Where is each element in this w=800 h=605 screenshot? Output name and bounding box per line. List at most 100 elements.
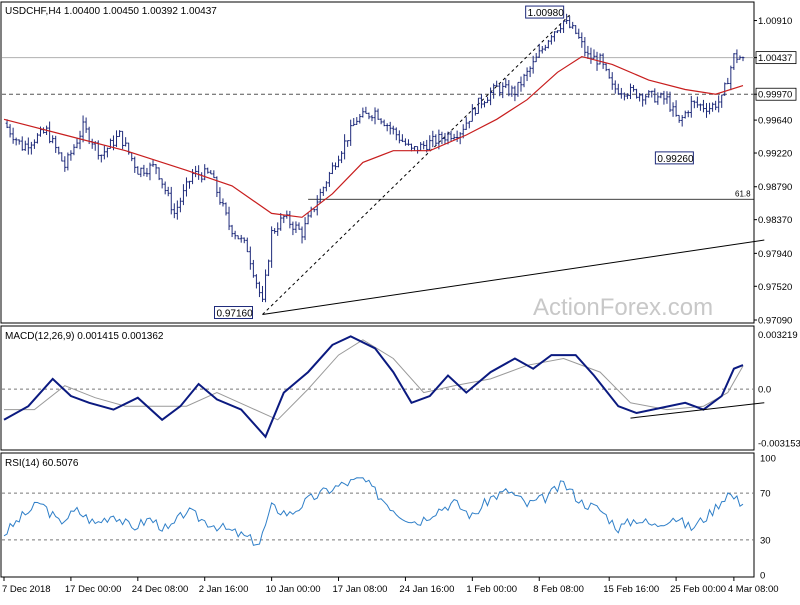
- price-bar: [440, 131, 444, 145]
- price-bar: [14, 137, 18, 146]
- price-bar: [680, 115, 684, 127]
- time-axis-label: 15 Feb 16:00: [603, 584, 659, 595]
- price-bar: [677, 114, 681, 123]
- price-bar: [410, 143, 413, 152]
- price-bar: [346, 140, 350, 147]
- price-bar: [683, 110, 687, 119]
- price-bar: [437, 129, 441, 150]
- rsi-axis-label: 100: [760, 454, 776, 465]
- price-annotation: 0.97160: [213, 306, 253, 320]
- price-bar: [674, 100, 678, 117]
- trendline-solid: [262, 239, 765, 316]
- price-bar: [604, 63, 608, 72]
- price-annotation: 1.00980: [525, 5, 564, 19]
- price-bar: [294, 221, 298, 233]
- price-bar: [534, 52, 538, 63]
- price-bar: [455, 130, 459, 142]
- price-bar: [273, 228, 277, 234]
- price-bar: [33, 139, 36, 149]
- price-bar: [221, 198, 225, 207]
- price-bar: [118, 130, 121, 138]
- price-bar: [553, 31, 556, 42]
- price-bar: [245, 237, 249, 253]
- price-bar: [699, 103, 702, 111]
- price-bar: [452, 133, 456, 141]
- price-bar: [297, 222, 301, 230]
- macd-axis-label: -0.003153: [758, 438, 800, 449]
- price-bar: [407, 139, 410, 146]
- price-bar: [178, 197, 182, 213]
- price-bar: [705, 103, 708, 118]
- price-bar: [364, 106, 368, 114]
- price-bar: [689, 95, 693, 118]
- price-bar: [102, 145, 106, 160]
- price-bar: [404, 138, 407, 146]
- price-bar: [157, 167, 161, 181]
- price-bar: [632, 84, 635, 92]
- price-bar: [17, 139, 21, 145]
- price-bar: [738, 55, 742, 60]
- price-axis-label: 1.00910: [758, 16, 792, 27]
- price-bar: [361, 107, 365, 118]
- price-bar: [29, 141, 33, 155]
- price-bar: [735, 49, 739, 64]
- macd-signal-line: [4, 339, 744, 421]
- price-bar: [121, 130, 125, 150]
- price-bar: [242, 237, 246, 244]
- price-bar: [522, 73, 526, 88]
- price-bar: [352, 117, 356, 127]
- price-bar: [467, 120, 471, 129]
- time-axis-label: 4 Mar 08:00: [728, 584, 779, 595]
- macd-axis-label: 0.0: [758, 385, 771, 396]
- price-bar: [72, 144, 76, 156]
- price-bar: [477, 97, 480, 114]
- price-bar: [212, 170, 216, 179]
- price-bar: [191, 168, 194, 185]
- time-axis-label: 25 Feb 00:00: [670, 584, 726, 595]
- price-bar: [513, 85, 517, 102]
- price-bar: [331, 162, 334, 175]
- annotation-box: [213, 306, 253, 320]
- price-bar: [543, 44, 547, 51]
- price-bar: [303, 217, 307, 241]
- price-bar: [139, 167, 143, 178]
- price-bar: [638, 93, 642, 102]
- price-bar: [23, 140, 27, 151]
- price-bar: [215, 176, 219, 198]
- price-bar: [483, 100, 486, 108]
- time-axis-label: 17 Dec 00:00: [65, 584, 122, 595]
- price-bar: [695, 96, 699, 108]
- price-bar: [376, 108, 380, 120]
- price-bar: [276, 222, 280, 236]
- price-bar: [57, 146, 61, 155]
- price-bar: [650, 90, 654, 98]
- price-bar: [328, 171, 331, 187]
- price-bar: [334, 162, 337, 170]
- price-bar: [659, 92, 663, 99]
- price-bar: [291, 221, 295, 236]
- price-bar: [464, 117, 468, 131]
- price-axis-label: 0.99970: [758, 90, 792, 101]
- time-axis-label: 1 Feb 00:00: [466, 584, 517, 595]
- price-bar: [203, 164, 207, 181]
- price-bar: [692, 100, 696, 109]
- price-layer: 1.00980 0.99260 0.97160 61.8: [2, 5, 765, 320]
- macd-layer: [2, 335, 765, 439]
- price-bar: [556, 30, 559, 34]
- price-bar: [166, 186, 170, 197]
- price-bar: [20, 136, 24, 151]
- price-bar: [99, 154, 103, 163]
- price-bar: [565, 13, 569, 25]
- price-bar: [619, 87, 623, 99]
- price-bar: [629, 83, 632, 100]
- price-bar: [519, 76, 523, 92]
- price-bar: [337, 155, 340, 168]
- price-bar: [592, 49, 596, 60]
- price-bar: [714, 100, 718, 111]
- price-bar: [510, 85, 514, 97]
- price-bar: [151, 160, 155, 167]
- price-bar: [525, 67, 529, 82]
- rsi-axis-label: 30: [760, 535, 771, 546]
- price-bar: [188, 180, 191, 189]
